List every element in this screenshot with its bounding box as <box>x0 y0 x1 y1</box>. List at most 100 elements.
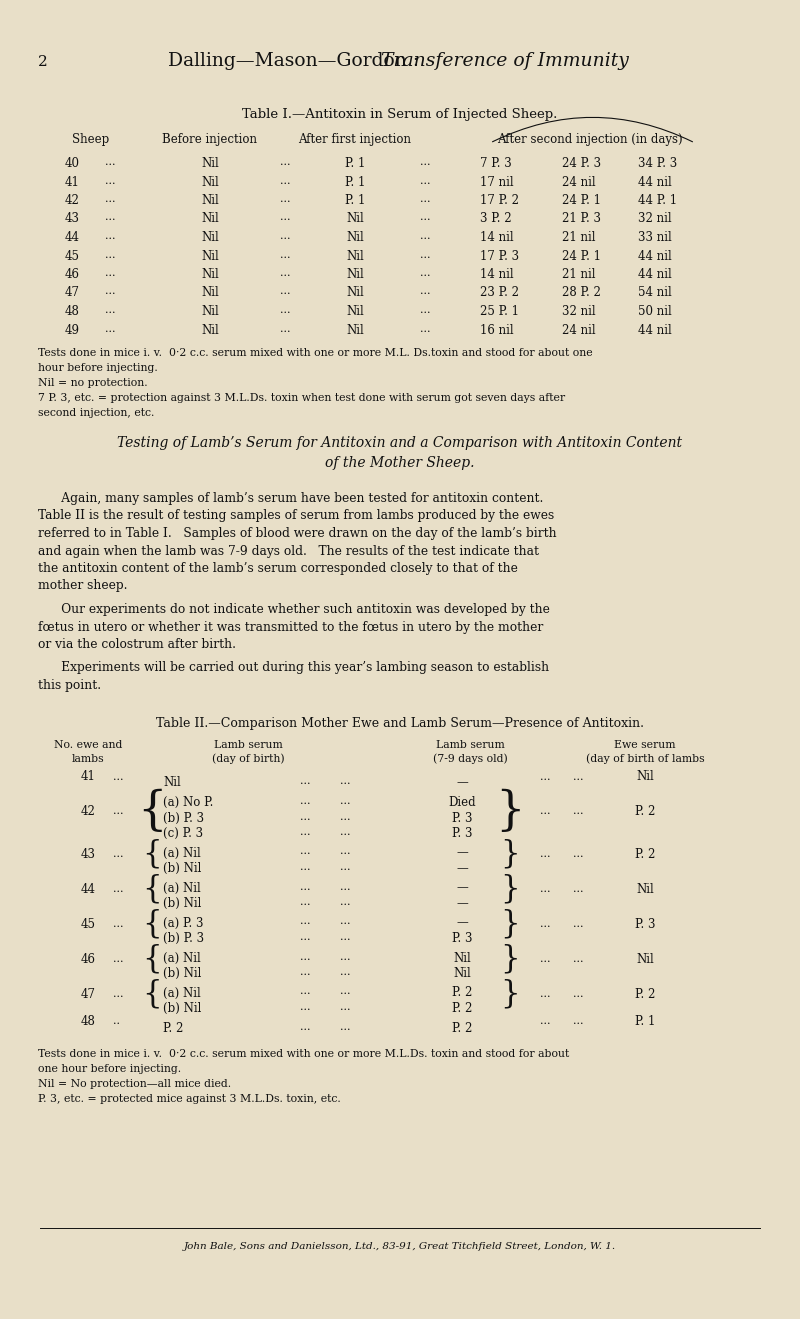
Text: Nil: Nil <box>346 231 364 244</box>
Text: Table I.—Antitoxin in Serum of Injected Sheep.: Table I.—Antitoxin in Serum of Injected … <box>242 108 558 121</box>
Text: ...: ... <box>113 806 123 816</box>
Text: 47: 47 <box>65 286 79 299</box>
Text: ...: ... <box>340 847 350 856</box>
Text: ...: ... <box>113 849 123 859</box>
Text: ...: ... <box>420 157 430 168</box>
Text: hour before injecting.: hour before injecting. <box>38 363 158 373</box>
Text: 45: 45 <box>65 249 79 262</box>
Text: 50 nil: 50 nil <box>638 305 672 318</box>
Text: ...: ... <box>280 231 290 241</box>
Text: 25 P. 1: 25 P. 1 <box>480 305 519 318</box>
Text: ...: ... <box>300 795 310 806</box>
Text: Nil: Nil <box>346 249 364 262</box>
Text: P. 2: P. 2 <box>452 987 472 1000</box>
Text: the antitoxin content of the lamb’s serum corresponded closely to that of the: the antitoxin content of the lamb’s seru… <box>38 562 518 575</box>
Text: ...: ... <box>340 917 350 926</box>
Text: 24 nil: 24 nil <box>562 323 596 336</box>
Text: ...: ... <box>540 919 550 930</box>
Text: Nil: Nil <box>346 212 364 226</box>
Text: 17 P. 2: 17 P. 2 <box>480 194 519 207</box>
Text: ...: ... <box>420 323 430 334</box>
Text: ...: ... <box>300 827 310 838</box>
Text: —: — <box>456 863 468 874</box>
Text: 14 nil: 14 nil <box>480 231 514 244</box>
Text: Lamb serum: Lamb serum <box>436 740 504 751</box>
Text: ...: ... <box>300 987 310 996</box>
Text: Nil: Nil <box>346 286 364 299</box>
Text: 49: 49 <box>65 323 79 336</box>
Text: ...: ... <box>300 933 310 942</box>
Text: (b) Nil: (b) Nil <box>163 863 202 874</box>
Text: Testing of Lamb’s Serum for Antitoxin and a Comparison with Antitoxin Content: Testing of Lamb’s Serum for Antitoxin an… <box>118 437 682 450</box>
Text: lambs: lambs <box>72 753 104 764</box>
Text: ...: ... <box>340 795 350 806</box>
Text: ...: ... <box>420 286 430 297</box>
Text: ...: ... <box>300 1021 310 1031</box>
Text: 32 nil: 32 nil <box>562 305 596 318</box>
Text: Nil = no protection.: Nil = no protection. <box>38 379 148 388</box>
Text: 24 P. 1: 24 P. 1 <box>562 249 601 262</box>
Text: referred to in Table I.   Samples of blood were drawn on the day of the lamb’s b: referred to in Table I. Samples of blood… <box>38 528 557 539</box>
Text: ...: ... <box>105 249 115 260</box>
Text: ...: ... <box>280 305 290 315</box>
Text: ...: ... <box>113 954 123 964</box>
Text: ...: ... <box>340 863 350 872</box>
Text: ...: ... <box>300 917 310 926</box>
Text: ...: ... <box>573 919 583 930</box>
Text: 2: 2 <box>38 55 48 69</box>
Text: ...: ... <box>300 1002 310 1012</box>
Text: 46: 46 <box>81 952 95 966</box>
Text: fœtus in utero or whether it was transmitted to the fœtus in utero by the mother: fœtus in utero or whether it was transmi… <box>38 620 543 633</box>
Text: ...: ... <box>105 323 115 334</box>
Text: P. 3: P. 3 <box>452 827 472 840</box>
Text: ...: ... <box>280 249 290 260</box>
Text: }: } <box>500 979 520 1010</box>
Text: 14 nil: 14 nil <box>480 268 514 281</box>
Text: —: — <box>456 897 468 910</box>
Text: P. 2: P. 2 <box>635 805 655 818</box>
Text: }: } <box>495 789 525 834</box>
Text: ...: ... <box>420 175 430 186</box>
Text: Nil: Nil <box>201 157 219 170</box>
Text: P. 1: P. 1 <box>345 194 365 207</box>
Text: Nil: Nil <box>201 286 219 299</box>
Text: (a) No P.: (a) No P. <box>163 795 214 809</box>
Text: P. 1: P. 1 <box>345 157 365 170</box>
Text: P. 3: P. 3 <box>452 933 472 944</box>
Text: Ewe serum: Ewe serum <box>614 740 676 751</box>
Text: 28 P. 2: 28 P. 2 <box>562 286 601 299</box>
Text: {: { <box>137 789 167 834</box>
Text: 44: 44 <box>81 882 95 896</box>
Text: ...: ... <box>300 897 310 907</box>
Text: Nil: Nil <box>201 175 219 189</box>
Text: {: { <box>142 839 162 869</box>
Text: 24 nil: 24 nil <box>562 175 596 189</box>
Text: }: } <box>500 839 520 869</box>
Text: ...: ... <box>105 212 115 223</box>
Text: (a) Nil: (a) Nil <box>163 987 201 1000</box>
Text: ...: ... <box>105 157 115 168</box>
Text: (c) P. 3: (c) P. 3 <box>163 827 203 840</box>
Text: Died: Died <box>448 795 476 809</box>
Text: Dalling—Mason—Gordon :: Dalling—Mason—Gordon : <box>168 51 419 70</box>
Text: 48: 48 <box>81 1016 95 1028</box>
Text: —: — <box>456 881 468 894</box>
Text: 45: 45 <box>81 918 95 931</box>
Text: ...: ... <box>340 967 350 977</box>
Text: ...: ... <box>105 231 115 241</box>
Text: 17 P. 3: 17 P. 3 <box>480 249 519 262</box>
Text: Nil: Nil <box>346 323 364 336</box>
Text: 44 nil: 44 nil <box>638 268 672 281</box>
Text: Nil = No protection—all mice died.: Nil = No protection—all mice died. <box>38 1079 231 1089</box>
Text: ...: ... <box>420 231 430 241</box>
Text: 21 P. 3: 21 P. 3 <box>562 212 601 226</box>
Text: 21 nil: 21 nil <box>562 231 595 244</box>
Text: }: } <box>500 944 520 975</box>
Text: ...: ... <box>105 175 115 186</box>
Text: (b) Nil: (b) Nil <box>163 897 202 910</box>
Text: ...: ... <box>420 249 430 260</box>
Text: 24 P. 3: 24 P. 3 <box>562 157 601 170</box>
Text: ...: ... <box>113 989 123 1000</box>
Text: 44 P. 1: 44 P. 1 <box>638 194 677 207</box>
Text: 44 nil: 44 nil <box>638 249 672 262</box>
